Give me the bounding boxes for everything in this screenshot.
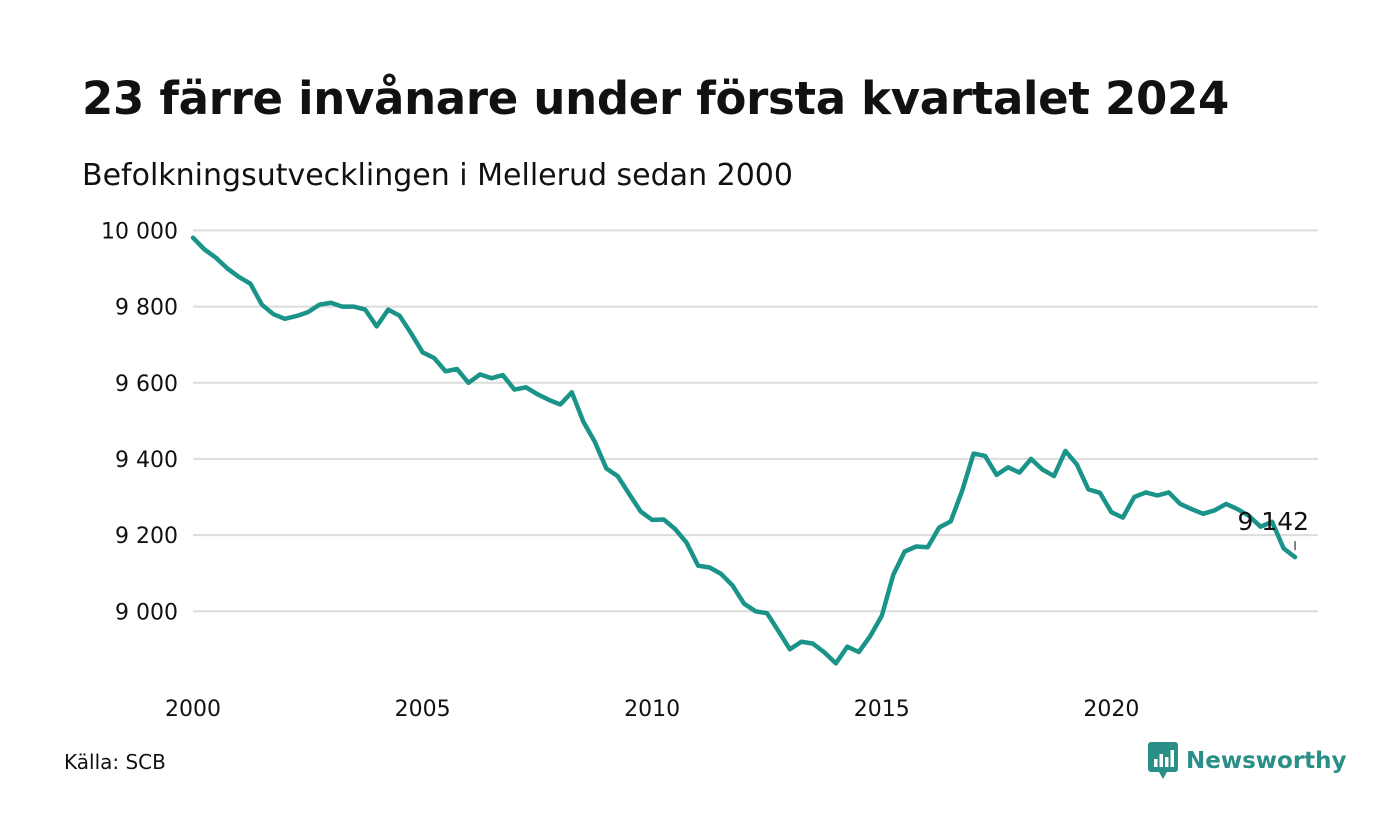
y-tick-label: 10 000 xyxy=(101,219,178,244)
chart-title: 23 färre invånare under första kvartalet… xyxy=(82,72,1229,125)
y-tick-label: 9 400 xyxy=(115,448,178,473)
x-tick-label: 2000 xyxy=(165,697,221,722)
x-tick-label: 2010 xyxy=(624,697,680,722)
y-tick-label: 9 800 xyxy=(115,296,178,321)
y-tick-label: 9 000 xyxy=(115,600,178,625)
source-note: Källa: SCB xyxy=(64,750,166,774)
x-axis: 2000 2005 2010 2015 2020 xyxy=(165,697,1139,722)
y-tick-label: 9 200 xyxy=(115,524,178,549)
series-group xyxy=(190,235,1298,666)
chart-subtitle: Befolkningsutvecklingen i Mellerud sedan… xyxy=(82,158,793,193)
gridlines xyxy=(193,229,1318,613)
x-tick-label: 2005 xyxy=(395,697,451,722)
x-tick-label: 2015 xyxy=(854,697,910,722)
newsworthy-logo-icon xyxy=(1148,742,1178,779)
x-tick-label: 2020 xyxy=(1083,697,1139,722)
series-line xyxy=(190,235,1298,666)
y-tick-label: 9 600 xyxy=(115,372,178,397)
brand-logo: Newsworthy xyxy=(1148,742,1347,780)
annotations: 9 142 xyxy=(1237,507,1309,551)
end-value-label: 9 142 xyxy=(1237,507,1309,536)
y-axis: 9 000 9 200 9 400 9 600 9 800 10 000 xyxy=(101,219,178,625)
brand-name: Newsworthy xyxy=(1186,748,1347,774)
